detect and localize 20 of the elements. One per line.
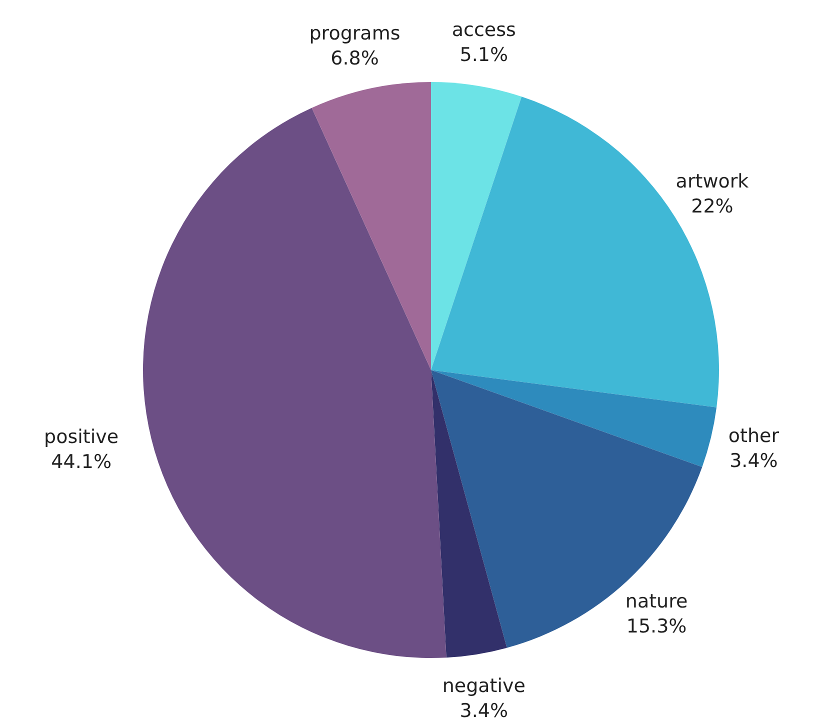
slice-label: artwork bbox=[676, 170, 749, 193]
pie-slice bbox=[431, 370, 507, 658]
pie-slice bbox=[431, 82, 522, 370]
slice-label: nature bbox=[625, 590, 688, 613]
slice-label: programs bbox=[309, 22, 400, 45]
data-label: 15.3% bbox=[626, 616, 687, 638]
slice-label: other bbox=[728, 424, 780, 447]
pie-slice bbox=[431, 370, 717, 468]
data-label: 3.4% bbox=[730, 450, 778, 472]
data-label: 5.1% bbox=[460, 44, 508, 66]
slice-label: access bbox=[452, 19, 516, 42]
pie-slice bbox=[143, 108, 446, 658]
slice-label: negative bbox=[442, 674, 526, 697]
pie-slice bbox=[312, 82, 431, 370]
data-label: 44.1% bbox=[51, 450, 112, 473]
data-label: 22% bbox=[691, 196, 734, 218]
slice-label: positive bbox=[44, 426, 119, 448]
data-label: 3.4% bbox=[460, 700, 508, 722]
data-label: 6.8% bbox=[330, 48, 379, 70]
pie-slice bbox=[431, 370, 702, 648]
